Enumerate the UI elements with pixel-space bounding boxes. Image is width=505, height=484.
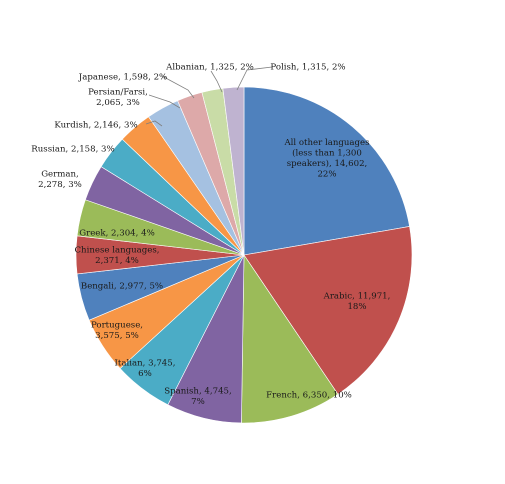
- leader-line-kurdish: [145, 120, 163, 127]
- data-label-italian: Italian, 3,745, 6%: [115, 358, 176, 379]
- data-label-polish: Polish, 1,315, 2%: [270, 63, 345, 73]
- data-label-albanian: Albanian, 1,325, 2%: [165, 63, 254, 73]
- data-label-japanese: Japanese, 1,598, 2%: [78, 73, 167, 83]
- pie-slice-polish: [222, 86, 245, 256]
- data-label-portuguese: Portuguese, 3,575, 5%: [91, 320, 143, 341]
- data-label-bengali: Bengali, 2,977, 5%: [81, 282, 163, 292]
- leader-line-persian-farsi: [148, 94, 181, 109]
- data-label-all-other-languages-less-than-1-300-speakers: All other languages (less than 1,300 speak…: [283, 138, 369, 180]
- pie-slice-all-other-languages-less-than-1-300-speakers: [243, 86, 410, 256]
- data-label-german: German, 2,278, 3%: [38, 169, 82, 190]
- pie-slice-french: [241, 254, 339, 424]
- data-label-french: French, 6,350, 10%: [266, 391, 352, 401]
- data-label-kurdish: Kurdish, 2,146, 3%: [54, 121, 137, 131]
- data-label-russian: Russian, 2,158, 3%: [31, 145, 114, 155]
- leader-line-japanese: [161, 75, 195, 99]
- data-label-persian-farsi: Persian/Farsi, 2,065, 3%: [88, 87, 148, 108]
- data-label-arabic: Arabic, 11,971, 18%: [323, 291, 391, 312]
- leader-line-albanian: [210, 70, 223, 93]
- leader-line-polish: [236, 66, 273, 91]
- data-label-chinese-languages: Chinese languages, 2,371, 4%: [74, 245, 159, 265]
- data-label-spanish: Spanish, 4,745, 7%: [164, 386, 232, 407]
- data-label-greek: Greek, 2,304, 4%: [79, 229, 155, 239]
- pie-slice-arabic: [243, 226, 413, 395]
